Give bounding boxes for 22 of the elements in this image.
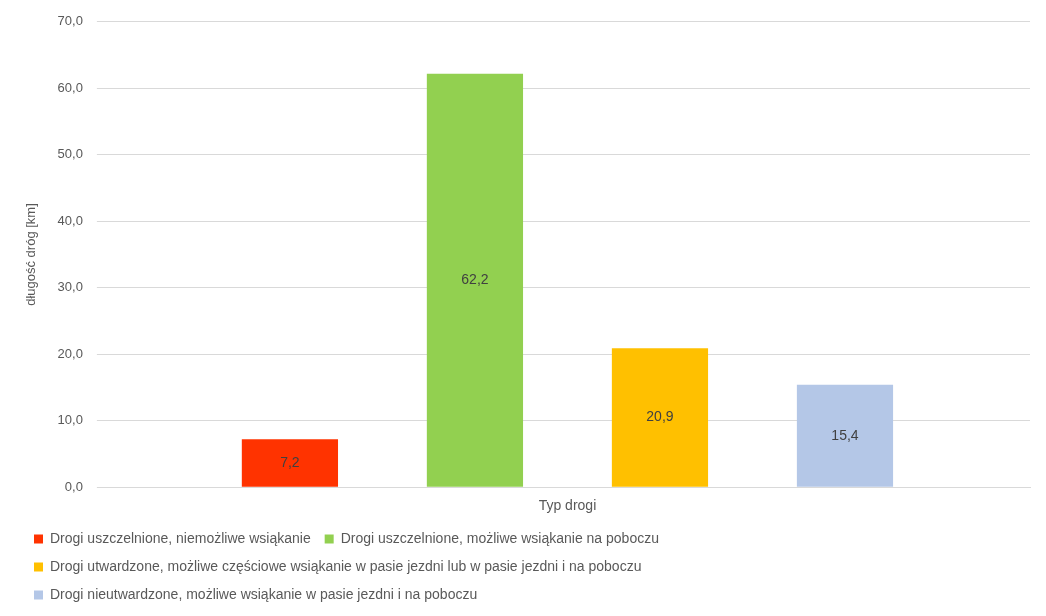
- y-tick-label: 10,0: [57, 412, 83, 428]
- y-axis-title: długość dróg [km]: [23, 203, 39, 306]
- legend-label: Drogi utwardzone, możliwe częściowe wsiąkanie w pasie jezdni lub w pasie jezdni i na poboczu: [50, 557, 642, 574]
- legend-label: Drogi uszczelnione, niemożliwe wsiąkanie: [50, 529, 311, 546]
- bar: [241, 439, 339, 487]
- y-tick-label: 70,0: [57, 13, 83, 29]
- legend-label: Drogi nieutwardzone, możliwe wsiąkanie w pasie jezdni i na poboczu: [50, 585, 478, 602]
- y-tick-label: 30,0: [57, 279, 83, 295]
- x-tick-label: Typ drogi: [538, 497, 597, 514]
- y-tick-label: 40,0: [57, 212, 83, 228]
- bar: [796, 384, 894, 487]
- data-label: 20,9: [646, 408, 674, 425]
- data-label: 7,2: [280, 453, 300, 470]
- y-tick-label: 0,0: [64, 478, 83, 494]
- bar: [426, 73, 524, 487]
- bar: [611, 348, 709, 487]
- legend-label: Drogi uszczelnione, możliwe wsiąkanie na poboczu: [340, 529, 659, 546]
- y-tick-label: 60,0: [57, 79, 83, 95]
- data-label: 15,4: [831, 426, 859, 443]
- y-tick-label: 20,0: [57, 345, 83, 361]
- data-label: 62,2: [461, 271, 489, 288]
- y-tick-label: 50,0: [57, 146, 83, 162]
